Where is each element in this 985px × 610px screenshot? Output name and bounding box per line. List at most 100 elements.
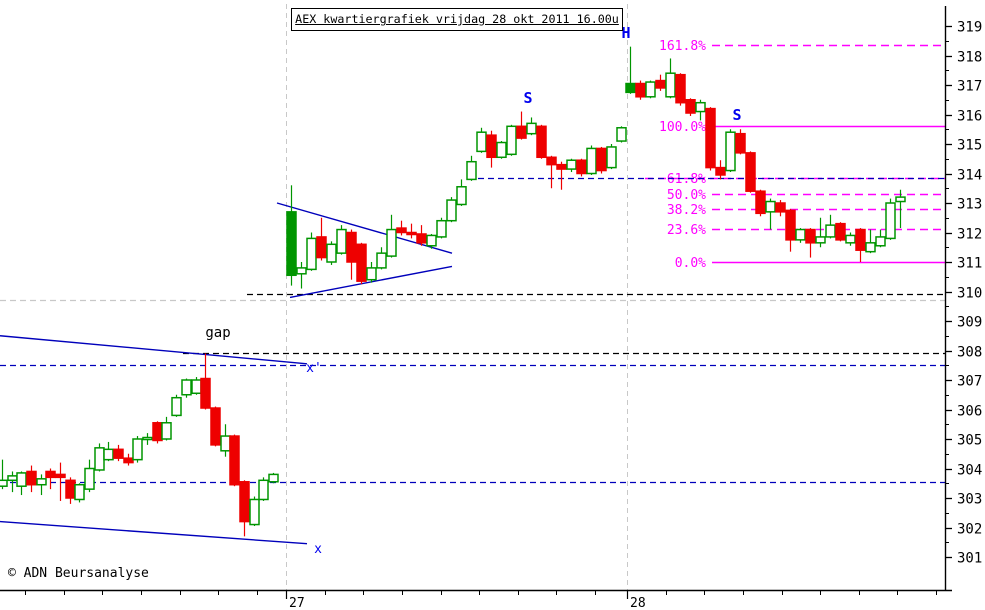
candle-body [775,202,786,213]
candle-body [516,125,527,139]
fib-label-23.6%: 23.6% [667,223,706,238]
candle-body [16,472,27,487]
candle-body [74,483,85,501]
candle-body [715,166,726,176]
candle-body [386,228,397,257]
price-tick-label: 308 [957,345,982,361]
candle-body [616,127,627,142]
price-tick-label: 304 [957,463,982,479]
fib-label-61.8%: 61.8% [667,172,706,187]
candle-body [316,236,327,259]
candle-body [336,228,347,254]
candle-body [296,267,307,275]
candle-body [695,101,706,113]
candle-body [346,231,357,263]
candle-body [181,379,192,396]
candle-body [210,407,221,446]
annotation-H: H [621,24,630,42]
candle-body [845,234,856,244]
candle-body [875,236,886,247]
candle-body [142,436,153,441]
candle-body [825,224,836,238]
candle-body [496,141,507,159]
candle-body [326,243,337,263]
price-tick-label: 307 [957,374,982,390]
candle-body [171,396,182,417]
candle-body [645,81,656,98]
annotation-x: x [314,542,322,557]
candle-body [426,234,437,247]
candle-body [795,228,806,241]
candle-body [286,211,297,277]
price-tick-label: 301 [957,551,982,567]
annotation-x': x' [306,361,322,376]
candle-body [865,242,876,253]
candle-body [855,228,866,251]
annotation-S: S [732,106,741,124]
candle-body [705,107,716,169]
copyright-label: © ADN Beursanalyse [8,566,149,581]
candle-body [26,470,37,486]
candle-body [84,467,95,490]
candle-body [268,473,279,483]
candle-body [655,79,666,89]
price-tick-label: 311 [957,256,982,272]
candle-body [7,475,18,482]
candle-body [376,252,387,269]
candle-body [123,457,134,464]
candle-body [306,237,317,271]
candle-body [476,131,487,153]
channel-upper-trendline [0,335,308,365]
candle-body [805,228,816,244]
candle-body [456,186,467,206]
day-label-27: 27 [289,596,305,610]
candle-body [625,82,636,94]
candle-body [396,227,407,234]
price-tick-label: 312 [957,227,982,243]
candle-body [103,448,114,461]
price-tick-label: 302 [957,522,982,538]
candle-body [436,219,447,238]
price-tick-label: 309 [957,315,982,331]
candle-body [536,125,547,159]
candle-body [755,190,766,215]
fib-label-50.0%: 50.0% [667,188,706,203]
price-tick-label: 317 [957,79,982,95]
candle-body [606,146,617,169]
candle-body [556,163,567,170]
candle-body [220,435,231,452]
price-tick-label: 306 [957,404,982,420]
candle-body [486,134,497,159]
channel-lower-trendline [0,520,308,545]
price-tick-label: 318 [957,50,982,66]
candle-body [596,147,607,172]
candle-body [735,132,746,154]
candle-body [566,159,577,170]
price-tick-label: 314 [957,168,982,184]
price-tick-label: 310 [957,286,982,302]
price-tick-label: 319 [957,20,982,36]
candle-body [36,478,47,486]
candle-body [366,267,377,281]
candle-body [55,473,66,479]
candle-body [94,447,105,471]
price-tick-label: 316 [957,109,982,125]
price-tick-label: 305 [957,433,982,449]
candle-body [446,199,457,222]
candle-body [113,448,124,459]
candle-body [132,438,143,461]
day-label-28: 28 [630,596,646,610]
candle-body [161,422,172,440]
candle-body [785,209,796,241]
candle-body [745,152,756,192]
candle-body [356,243,367,282]
candle-body [239,481,250,523]
price-tick-label: 313 [957,197,982,213]
candle-body [0,479,8,487]
candle-body [200,377,211,409]
candle-body [895,196,906,203]
candle-body [665,72,676,98]
candle-body [546,156,557,166]
